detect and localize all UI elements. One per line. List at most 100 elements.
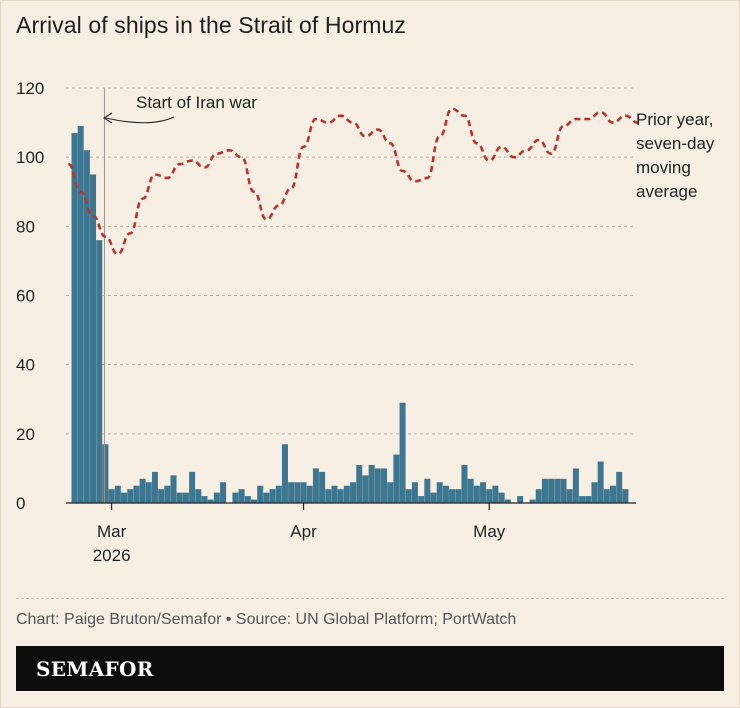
bar [504, 499, 511, 503]
bar [90, 174, 97, 503]
bar [356, 464, 363, 503]
bar [616, 471, 623, 504]
x-tick-sublabel: 2026 [93, 546, 131, 565]
bar [331, 485, 338, 503]
bar [158, 489, 165, 503]
annotation-arrowhead [102, 112, 113, 124]
bar [535, 489, 542, 503]
bar [486, 489, 493, 503]
bar [467, 478, 474, 503]
bar [220, 482, 227, 503]
bar-series [71, 126, 629, 504]
prior-year-series-line [67, 107, 638, 256]
bar [294, 482, 301, 503]
bar [473, 485, 480, 503]
bar [424, 478, 431, 503]
bar [232, 492, 239, 504]
bar [83, 150, 90, 503]
bar [411, 482, 418, 503]
bar [548, 478, 555, 503]
y-tick-label: 0 [16, 494, 25, 513]
annotations: Start of Iran war Prior year, seven-day mov… [102, 93, 715, 201]
y-tick-label: 100 [16, 148, 44, 167]
bar [182, 492, 189, 504]
y-axis-ticks: 0 20 40 60 80 100 120 [16, 79, 44, 513]
gridlines [66, 87, 636, 435]
bar [170, 475, 177, 503]
bar [121, 492, 128, 504]
chart-svg: 0 20 40 60 80 100 120 Mar 2026 Apr May Start of I… [16, 79, 715, 565]
y-tick-label: 20 [16, 425, 35, 444]
bar [127, 489, 134, 503]
bar [145, 482, 152, 503]
bar [399, 402, 406, 503]
x-tick-label: Mar [97, 522, 127, 541]
prior-year-label-line: average [636, 182, 697, 201]
bar [288, 482, 295, 503]
x-tick-label: Apr [290, 522, 317, 541]
bar [517, 496, 524, 503]
bar [71, 132, 78, 503]
bar [393, 454, 400, 503]
bar [442, 485, 449, 503]
y-tick-label: 60 [16, 287, 35, 306]
bar [300, 482, 307, 503]
bar [579, 496, 586, 503]
annotation-arrow [105, 116, 175, 124]
war-start-label: Start of Iran war [136, 93, 257, 112]
brand-bar: SEMAFOR [16, 646, 724, 691]
bar [387, 482, 394, 503]
bar [319, 471, 326, 504]
prior-year-series-label: Prior year, seven-day moving average [636, 110, 715, 201]
y-tick-label: 80 [16, 217, 35, 236]
bar [430, 492, 437, 504]
y-tick-label: 120 [16, 79, 44, 98]
bar [436, 482, 443, 503]
footer-divider [16, 598, 724, 599]
bar [238, 489, 245, 503]
bar [374, 468, 381, 503]
bar [362, 475, 369, 503]
bar [585, 496, 592, 503]
bar [529, 499, 536, 503]
bar [257, 485, 264, 503]
prior-year-label-line: Prior year, [636, 110, 713, 129]
bar [368, 464, 375, 503]
semafor-logo: SEMAFOR [36, 657, 154, 681]
bar [213, 492, 220, 504]
bar [207, 499, 214, 503]
bar [572, 468, 579, 503]
prior-year-label-line: seven-day [636, 134, 715, 153]
bar [77, 126, 84, 503]
bar [108, 489, 115, 503]
bar [269, 489, 276, 503]
bar [350, 482, 357, 503]
bar [102, 444, 109, 503]
bar [597, 461, 604, 503]
bar [560, 478, 567, 503]
bar [418, 496, 425, 503]
bar [480, 482, 487, 503]
bar [275, 485, 282, 503]
bar [133, 485, 140, 503]
bar [381, 468, 387, 503]
bar [176, 492, 183, 504]
bar [566, 489, 573, 503]
bar [461, 464, 468, 503]
bar [498, 492, 505, 504]
x-axis: Mar 2026 Apr May [66, 502, 636, 565]
bar [244, 496, 251, 503]
bar [251, 499, 258, 503]
prior-year-label-line: moving [636, 158, 691, 177]
bar [603, 489, 610, 503]
bar [189, 471, 196, 504]
bar [201, 496, 208, 503]
bar [541, 478, 548, 503]
bar [263, 492, 270, 504]
bar [151, 471, 158, 504]
prior-year-line [67, 107, 638, 256]
bar [164, 485, 171, 503]
bar [114, 485, 121, 503]
bar [312, 468, 319, 503]
bar [455, 489, 462, 503]
